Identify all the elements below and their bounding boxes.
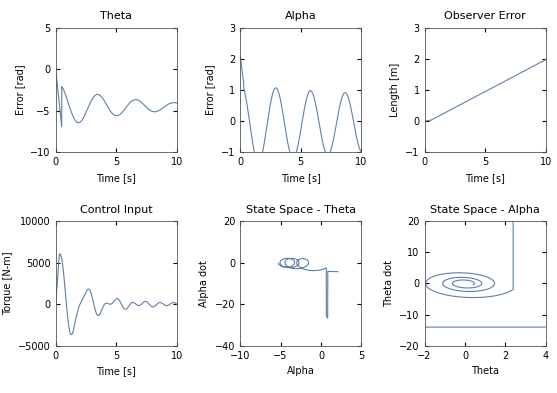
Title: State Space - Alpha: State Space - Alpha bbox=[430, 205, 540, 215]
X-axis label: Alpha: Alpha bbox=[287, 366, 315, 376]
Y-axis label: Theta dot: Theta dot bbox=[384, 260, 394, 307]
Y-axis label: Torque [N-m]: Torque [N-m] bbox=[3, 252, 13, 315]
Y-axis label: Length [m]: Length [m] bbox=[390, 63, 400, 117]
X-axis label: Time [s]: Time [s] bbox=[96, 173, 136, 183]
Title: Observer Error: Observer Error bbox=[444, 11, 526, 21]
Y-axis label: Alpha dot: Alpha dot bbox=[199, 260, 209, 307]
X-axis label: Theta: Theta bbox=[471, 366, 499, 376]
Title: State Space - Theta: State Space - Theta bbox=[246, 205, 356, 215]
X-axis label: Time [s]: Time [s] bbox=[281, 173, 321, 183]
Title: Theta: Theta bbox=[100, 11, 133, 21]
Y-axis label: Error [rad]: Error [rad] bbox=[206, 64, 216, 115]
Title: Alpha: Alpha bbox=[285, 11, 317, 21]
Y-axis label: Error [rad]: Error [rad] bbox=[15, 64, 25, 115]
X-axis label: Time [s]: Time [s] bbox=[96, 366, 136, 376]
X-axis label: Time [s]: Time [s] bbox=[465, 173, 505, 183]
Title: Control Input: Control Input bbox=[80, 205, 153, 215]
